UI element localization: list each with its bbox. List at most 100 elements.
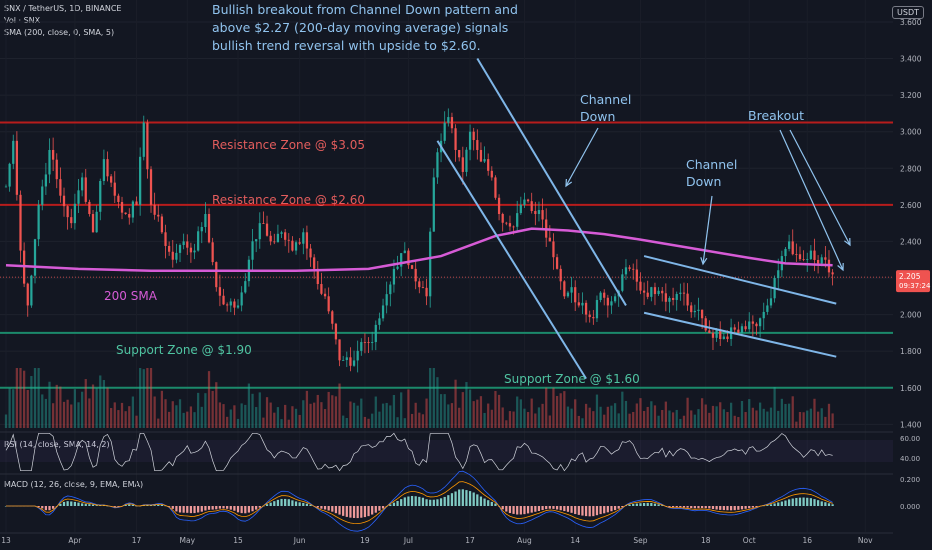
volume-bar [26,390,29,428]
volume-bar [526,412,530,428]
volume-bar [33,368,37,428]
candle-body [762,311,765,319]
macd-histogram-bar [639,503,642,506]
volume-bar [421,414,425,428]
candle-body [443,122,446,141]
macd-histogram-bar [806,497,809,506]
candle-body [291,240,294,251]
volume-bar [581,418,584,428]
macd-histogram-bar [617,506,620,509]
macd-histogram-bar [360,506,363,518]
macd-histogram-bar [454,491,457,506]
volume-bar [269,402,272,428]
macd-histogram-bar [287,499,290,506]
macd-histogram-bar [251,506,254,512]
channel-2-upper [643,255,837,305]
candle-body [624,267,628,275]
volume-bar [501,407,504,428]
macd-histogram-bar [95,505,98,506]
candle-body [740,326,744,333]
symbol-title: SNX / TetherUS, 1D, BINANCE [4,4,122,13]
macd-histogram-bar [396,500,399,506]
candle-body [84,177,87,202]
volume-bar [200,406,203,428]
candle-body [552,241,555,258]
volume-bar [661,410,664,428]
rsi-pane: 60.00 40.00 [0,431,920,472]
macd-histogram-bar [465,490,468,506]
x-tick-label: May [180,536,196,545]
macd-histogram-bar [450,493,454,506]
volume-bar [479,396,483,428]
candle-body [516,213,519,227]
candle-body [548,237,551,242]
candle-body [396,266,399,269]
candle-body [613,296,617,302]
macd-histogram-bar [599,506,602,515]
macd-histogram-bar [584,506,588,517]
volume-bars [4,368,834,428]
candle-body [73,203,77,224]
macd-histogram-bar [766,505,769,506]
candle-body [171,251,174,260]
candle-body [55,159,58,180]
breakout-arrow-2-head [844,237,851,247]
currency-badge[interactable]: USDT [892,6,924,19]
candle-body [106,159,109,177]
macd-histogram-bar [603,506,606,514]
macd-histogram-bar [309,504,312,506]
volume-bar [247,383,251,428]
macd-histogram-bar [439,498,443,506]
macd-histogram-bar [566,506,570,512]
candle-body [37,204,40,240]
macd-histogram-bar [447,495,450,506]
volume-bar [737,417,740,428]
macd-histogram-bar [704,506,707,509]
volume-bar [309,403,312,428]
macd-histogram-bar [128,504,131,506]
volume-bar [345,417,348,428]
sma-label: 200 SMA [104,289,158,303]
candle-body [526,199,530,202]
macd-histogram-bar [733,506,736,511]
volume-bar [106,387,109,428]
candle-body [207,214,211,243]
candle-body [559,268,562,282]
volume-bar [396,417,399,428]
macd-histogram-bar [157,504,160,506]
volume-bar [175,405,178,428]
macd-histogram-bar [81,503,84,506]
volume-bar [349,401,352,428]
x-tick-label: 19 [360,536,370,545]
macd-histogram-bar [436,499,439,506]
volume-bar [323,409,327,428]
macd-histogram-bar [70,501,73,506]
candle-body [606,297,609,306]
macd-histogram-bar [534,506,537,512]
volume-bar [461,392,464,428]
macd-histogram-bar [635,503,638,506]
macd-histogram-bar [490,501,493,506]
volume-bar [664,401,667,428]
x-tick-label: 13 [1,536,11,545]
macd-histogram-bar [545,506,548,510]
channel-down-label-2: Channel [686,157,737,172]
macd-histogram-bar [769,504,773,506]
macd-histogram-bar [476,494,479,506]
macd-histogram-bar [352,506,356,518]
macd-histogram-bar [541,506,544,511]
volume-bar [458,407,461,428]
candle-body [338,339,341,361]
macd-histogram-bar [171,506,174,509]
macd-histogram-bar [700,506,704,509]
candle-body [302,232,305,244]
volume-bar [240,403,243,428]
macd-histogram-bar [621,506,624,508]
candle-body [769,298,773,306]
macd-histogram-bar [606,506,609,513]
volume-bar [265,397,269,428]
candle-body [360,342,363,351]
candle-body [599,292,602,301]
candle-body [461,157,464,172]
